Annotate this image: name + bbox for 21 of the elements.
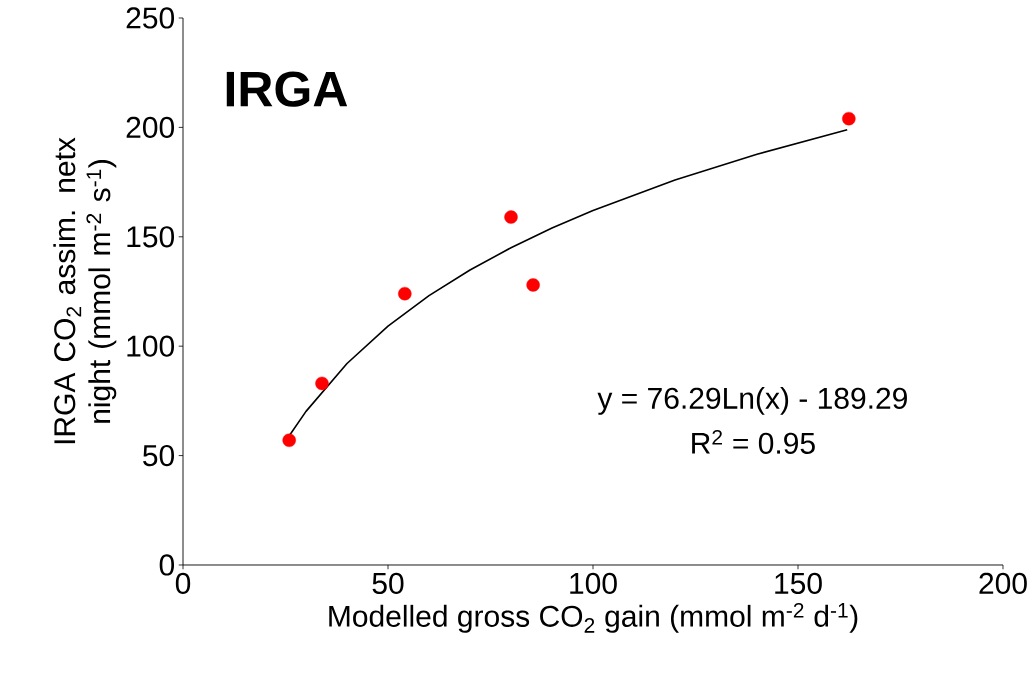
annotation: R$^{2}$ = 0.95 <box>692 429 815 454</box>
y-tick-label: 250 <box>126 7 175 29</box>
x-tick-label: 100 <box>570 572 617 595</box>
x-tick-label: 0 <box>175 572 191 595</box>
y-tick-label: 150 <box>127 226 175 248</box>
y-tick-label: 0 <box>159 554 175 576</box>
point <box>842 111 856 126</box>
x-tick-label: 150 <box>775 572 822 595</box>
point <box>282 433 296 447</box>
x-tick-label: 200 <box>979 572 1027 595</box>
point <box>504 210 518 224</box>
y-tick-label: 200 <box>126 116 175 139</box>
point <box>398 286 412 301</box>
x-tick-label: 50 <box>372 572 404 595</box>
y-tick-label: 50 <box>143 444 175 467</box>
point <box>315 376 329 391</box>
x-axis-title: Modelled gross CO$_{2}$ gain (mmol m$^{-2}$ d$^{-1}$) <box>329 602 858 633</box>
point <box>526 278 540 292</box>
annotation: y = 76.29Ln(x) - 189.29 <box>597 386 907 415</box>
y-tick-label: 100 <box>127 335 175 357</box>
text: IRGA <box>226 71 348 107</box>
